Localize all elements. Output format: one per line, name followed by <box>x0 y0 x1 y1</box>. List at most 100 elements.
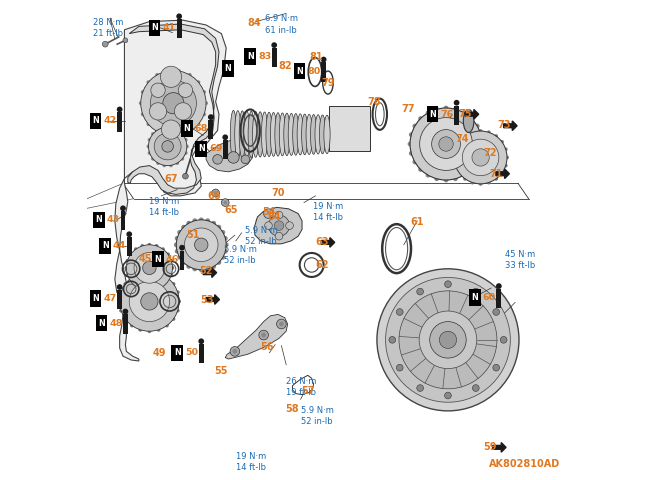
Circle shape <box>320 57 326 62</box>
Circle shape <box>171 266 175 270</box>
Circle shape <box>177 220 226 270</box>
Circle shape <box>161 285 165 288</box>
Circle shape <box>259 330 268 340</box>
Circle shape <box>162 163 166 167</box>
Circle shape <box>148 138 152 142</box>
Circle shape <box>265 222 272 229</box>
Circle shape <box>175 103 192 120</box>
Text: 19 N·m
14 ft‑lb: 19 N·m 14 ft‑lb <box>236 452 266 472</box>
Ellipse shape <box>270 112 277 156</box>
Circle shape <box>169 163 173 167</box>
Circle shape <box>479 129 483 133</box>
Circle shape <box>154 244 158 248</box>
Ellipse shape <box>244 111 250 158</box>
Text: 72: 72 <box>483 148 497 157</box>
Text: 67: 67 <box>164 174 178 183</box>
Text: 66: 66 <box>207 191 221 201</box>
Circle shape <box>418 116 423 121</box>
Circle shape <box>453 156 456 159</box>
Circle shape <box>155 130 159 133</box>
FancyBboxPatch shape <box>95 315 107 331</box>
Circle shape <box>399 291 497 389</box>
Circle shape <box>453 176 458 181</box>
Bar <box>223 140 228 159</box>
Circle shape <box>500 336 507 343</box>
Circle shape <box>500 171 504 175</box>
Text: 46: 46 <box>165 255 179 264</box>
Circle shape <box>279 322 284 326</box>
Circle shape <box>457 140 461 144</box>
Circle shape <box>454 147 457 151</box>
Circle shape <box>463 177 467 180</box>
Bar <box>117 112 122 132</box>
Text: 44: 44 <box>113 241 126 250</box>
Circle shape <box>175 128 179 132</box>
Circle shape <box>504 147 508 151</box>
Circle shape <box>232 349 237 354</box>
Circle shape <box>103 41 108 47</box>
Text: AK802810AD: AK802810AD <box>489 459 560 469</box>
Bar <box>454 106 459 125</box>
Text: N: N <box>247 52 254 61</box>
Circle shape <box>469 167 474 172</box>
Circle shape <box>475 124 479 129</box>
Circle shape <box>154 288 158 292</box>
Ellipse shape <box>463 109 474 132</box>
Circle shape <box>208 114 214 120</box>
Text: 26 N·m
19 ft‑lb: 26 N·m 19 ft‑lb <box>286 377 317 397</box>
Text: N: N <box>225 64 232 73</box>
Circle shape <box>148 151 152 155</box>
Circle shape <box>166 133 169 137</box>
Text: 84: 84 <box>247 18 261 28</box>
Circle shape <box>494 134 498 138</box>
Ellipse shape <box>235 110 241 158</box>
Polygon shape <box>206 295 220 304</box>
Circle shape <box>141 288 144 292</box>
Circle shape <box>161 247 165 251</box>
Text: N: N <box>92 294 99 303</box>
Text: 74: 74 <box>456 134 469 144</box>
Circle shape <box>462 110 466 115</box>
Circle shape <box>155 73 159 77</box>
Circle shape <box>454 131 507 184</box>
Circle shape <box>134 252 165 283</box>
Bar <box>180 251 184 270</box>
Text: 77: 77 <box>401 105 415 114</box>
Text: 47: 47 <box>103 294 116 303</box>
Circle shape <box>177 13 182 19</box>
Text: 55: 55 <box>215 366 228 375</box>
Circle shape <box>156 161 160 165</box>
Circle shape <box>122 309 128 314</box>
Text: N: N <box>472 293 478 302</box>
Circle shape <box>181 260 186 265</box>
Circle shape <box>389 336 396 343</box>
Ellipse shape <box>262 112 267 157</box>
Text: 65: 65 <box>224 205 238 215</box>
Circle shape <box>472 149 489 166</box>
Circle shape <box>223 201 227 204</box>
Text: 45: 45 <box>139 254 152 264</box>
Circle shape <box>188 73 192 77</box>
Circle shape <box>177 69 181 73</box>
Ellipse shape <box>284 113 290 156</box>
Circle shape <box>417 384 424 391</box>
Circle shape <box>479 151 483 156</box>
Circle shape <box>124 266 128 270</box>
Circle shape <box>470 180 474 184</box>
Circle shape <box>179 245 185 251</box>
Circle shape <box>188 130 192 133</box>
Text: 60: 60 <box>483 293 496 302</box>
Circle shape <box>185 144 189 148</box>
Text: 73: 73 <box>498 120 511 130</box>
Text: 56: 56 <box>260 342 274 351</box>
Circle shape <box>166 252 170 256</box>
Text: N: N <box>296 67 303 75</box>
Circle shape <box>129 279 133 283</box>
Circle shape <box>277 319 286 329</box>
Circle shape <box>117 284 122 290</box>
Circle shape <box>166 69 169 73</box>
FancyBboxPatch shape <box>294 63 305 79</box>
FancyBboxPatch shape <box>469 289 481 306</box>
FancyBboxPatch shape <box>171 345 183 361</box>
Circle shape <box>432 130 460 158</box>
